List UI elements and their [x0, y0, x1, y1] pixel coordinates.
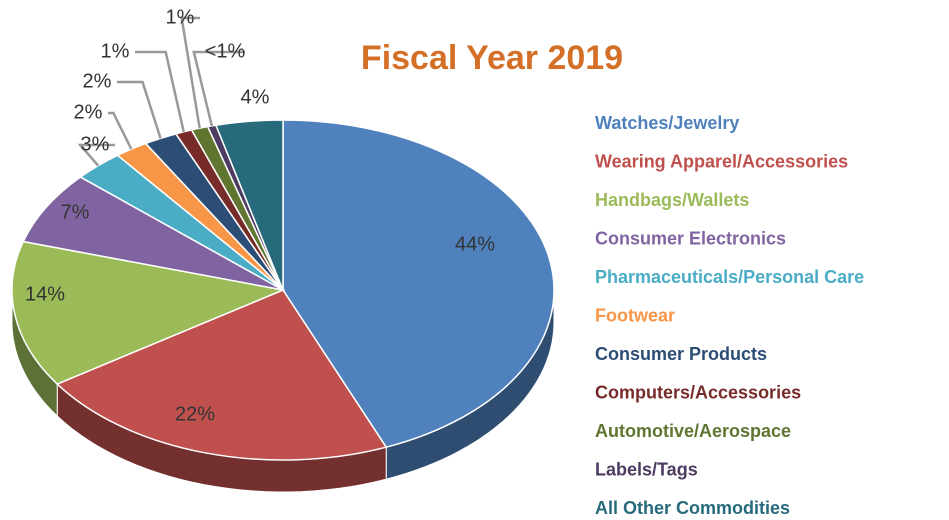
legend-entry: Pharmaceuticals/Personal Care [595, 267, 864, 287]
leader-line [108, 111, 133, 150]
legend-entry: All Other Commodities [595, 498, 790, 518]
legend-entry: Automotive/Aerospace [595, 421, 791, 441]
leader-line [135, 50, 185, 133]
data-label: 1% [166, 6, 195, 28]
data-label: 4% [241, 86, 270, 108]
pie-labels: 44% 22% 14% 7% 3% 2% 2% 1% 1% <1% 4% [25, 6, 495, 425]
chart-title: Fiscal Year 2019 [361, 39, 623, 77]
legend-entry: Watches/Jewelry [595, 113, 739, 133]
leader-line [77, 143, 115, 167]
legend-entry: Consumer Products [595, 344, 767, 364]
leader-line [192, 50, 245, 127]
legend-entry: Footwear [595, 305, 675, 325]
leader-line [180, 16, 201, 129]
legend-entry: Handbags/Wallets [595, 190, 749, 210]
legend-entry: Labels/Tags [595, 459, 698, 479]
legend-entry: Computers/Accessories [595, 382, 801, 402]
data-label: 44% [455, 233, 495, 255]
legend-entry: Consumer Electronics [595, 228, 786, 248]
slice [282, 119, 555, 449]
data-label: 2% [74, 101, 103, 123]
data-label: 2% [83, 70, 112, 92]
data-label: 22% [175, 403, 215, 425]
leader-line [117, 80, 162, 139]
data-label: <1% [205, 40, 246, 62]
slice [22, 176, 284, 291]
data-label: 3% [81, 133, 110, 155]
data-label: 1% [101, 40, 130, 62]
data-label: 7% [61, 201, 90, 223]
legend-entry: Wearing Apparel/Accessories [595, 151, 848, 171]
data-label: 14% [25, 283, 65, 305]
slice [214, 119, 284, 291]
pie-tops [11, 119, 555, 461]
slice [55, 289, 388, 461]
slice [11, 240, 286, 385]
